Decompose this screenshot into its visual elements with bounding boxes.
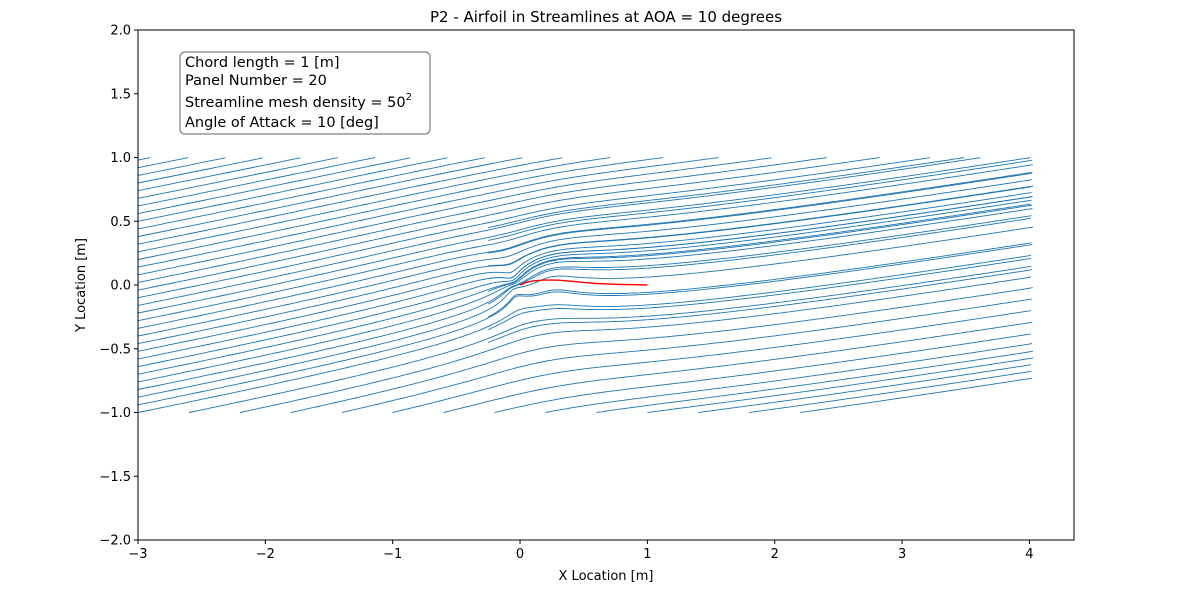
info-box: Chord length = 1 [m] Panel Number = 20 S…	[179, 51, 431, 135]
streamlines-group	[137, 157, 1034, 413]
x-axis-ticks: −3 −2 −1 0 1 2 3 4	[128, 540, 1034, 562]
streamline	[137, 157, 981, 306]
streamline	[488, 185, 1034, 267]
streamline	[188, 265, 1032, 413]
streamline	[137, 157, 338, 199]
streamline	[137, 157, 411, 215]
y-tick-label: −1.0	[99, 406, 131, 421]
y-tick-label: 0.5	[110, 215, 131, 230]
streamline	[487, 242, 1032, 318]
streamline	[545, 343, 1033, 413]
streamline	[137, 157, 827, 283]
streamline	[137, 157, 376, 207]
x-tick-label: 1	[643, 547, 651, 562]
streamline	[137, 157, 880, 291]
streamline	[137, 157, 930, 299]
info-chord-length: Chord length = 1 [m]	[185, 55, 340, 71]
streamline	[137, 192, 1032, 352]
streamline	[137, 157, 772, 276]
airfoil-outline	[519, 279, 648, 286]
streamline	[137, 157, 611, 253]
streamline	[443, 321, 1033, 413]
streamline	[137, 226, 1034, 398]
streamline	[341, 298, 1032, 413]
x-tick-label: 3	[898, 547, 906, 562]
streamline	[137, 157, 663, 260]
streamline	[137, 157, 719, 268]
streamline	[137, 254, 1032, 413]
x-tick-label: 0	[516, 547, 524, 562]
streamline	[137, 171, 1033, 329]
streamline	[137, 244, 1033, 406]
info-mesh-density: Streamline mesh density = 502	[185, 92, 412, 111]
y-tick-label: −0.5	[99, 342, 131, 357]
streamline	[487, 217, 1032, 305]
streamline	[488, 269, 1033, 343]
streamline	[137, 157, 448, 222]
x-tick-label: −3	[128, 547, 147, 562]
streamline	[392, 310, 1031, 413]
streamline	[488, 204, 1033, 292]
y-tick-label: 0.0	[110, 279, 131, 294]
streamline	[137, 157, 301, 192]
streamline	[488, 258, 1031, 331]
airfoil-group	[519, 279, 648, 286]
streamline	[137, 215, 1032, 391]
streamline	[137, 157, 563, 245]
streamline	[698, 364, 1032, 413]
streamline	[800, 377, 1033, 413]
streamline	[137, 179, 1033, 337]
streamline	[137, 157, 485, 230]
streamline	[239, 276, 1032, 413]
streamline	[137, 199, 1032, 368]
streamline	[137, 208, 1033, 383]
y-axis-label: Y Location [m]	[74, 238, 89, 333]
x-tick-label: 2	[771, 547, 779, 562]
streamline	[137, 157, 226, 176]
x-tick-label: −1	[383, 547, 402, 562]
info-angle-of-attack: Angle of Attack = 10 [deg]	[185, 115, 379, 131]
y-tick-label: −2.0	[99, 534, 131, 549]
streamline	[137, 157, 151, 161]
streamline	[488, 159, 1033, 241]
x-axis-label: X Location [m]	[559, 569, 654, 584]
streamline	[137, 157, 523, 238]
streamline	[137, 157, 1031, 314]
x-tick-label: 4	[1025, 547, 1033, 562]
streamline	[137, 157, 189, 169]
info-mesh-density-exponent: 2	[406, 92, 412, 103]
streamline	[488, 196, 1033, 280]
streamline	[494, 333, 1032, 413]
x-tick-label: −2	[256, 547, 275, 562]
info-panel-number: Panel Number = 20	[185, 73, 327, 89]
y-tick-label: 1.5	[110, 87, 131, 102]
info-box-frame	[179, 51, 431, 135]
streamline	[137, 164, 1033, 322]
y-axis-ticks: −2.0 −1.5 −1.0 −0.5 0.0 0.5 1.0 1.5 2.0	[99, 24, 138, 549]
y-tick-label: −1.5	[99, 470, 131, 485]
info-mesh-density-text: Streamline mesh density = 50	[185, 95, 406, 111]
streamline	[647, 357, 1034, 413]
streamline	[137, 157, 263, 184]
streamline	[290, 287, 1033, 413]
y-tick-label: 1.0	[110, 151, 131, 166]
streamline	[488, 157, 965, 229]
streamline	[596, 350, 1033, 413]
streamline	[749, 370, 1032, 413]
streamline	[137, 203, 1031, 375]
chart-title: P2 - Airfoil in Streamlines at AOA = 10 …	[430, 8, 782, 26]
streamline	[488, 172, 1032, 254]
y-tick-label: 2.0	[110, 24, 131, 39]
